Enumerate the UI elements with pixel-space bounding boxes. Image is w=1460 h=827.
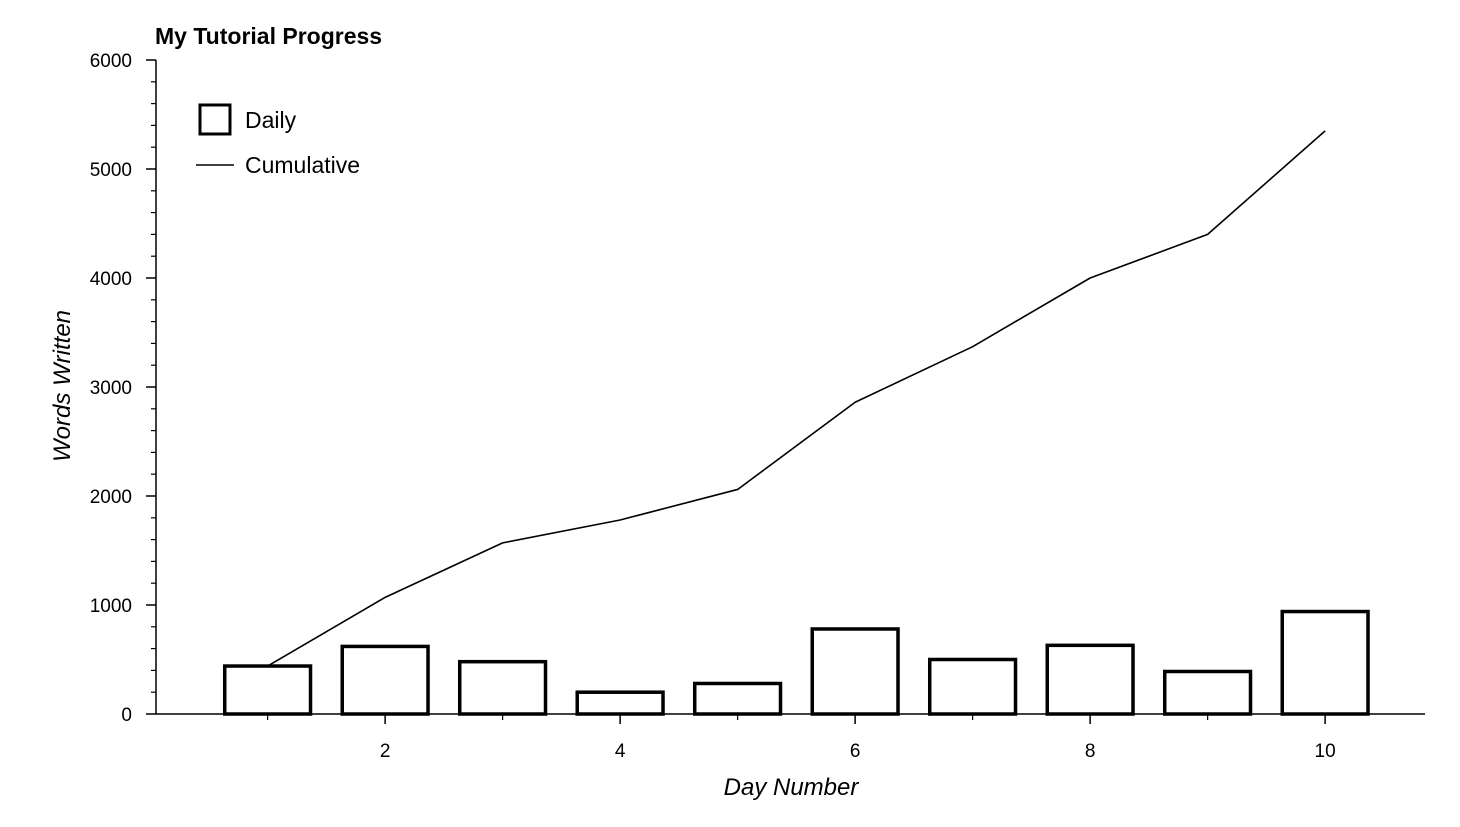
daily-bar xyxy=(1280,609,1370,716)
daily-bar xyxy=(692,681,783,716)
legend-cumulative-label: Cumulative xyxy=(245,152,360,178)
y-tick-label: 0 xyxy=(121,705,132,726)
y-axis-label: Words Written xyxy=(49,310,76,462)
legend-daily-label: Daily xyxy=(245,107,297,133)
chart-title: My Tutorial Progress xyxy=(155,23,382,49)
x-tick-label: 4 xyxy=(615,741,626,762)
x-tick-label: 2 xyxy=(380,741,391,762)
cumulative-line-group xyxy=(267,130,1326,667)
cumulative-line xyxy=(267,130,1326,667)
y-tick-label: 5000 xyxy=(90,160,132,181)
legend-daily-swatch xyxy=(198,103,232,136)
y-tick-label: 4000 xyxy=(90,269,132,290)
daily-bar xyxy=(1162,669,1253,716)
x-tick-label: 8 xyxy=(1085,741,1096,762)
legend: Daily Cumulative xyxy=(196,103,360,178)
y-tick-label: 2000 xyxy=(90,487,132,508)
x-tick-label: 10 xyxy=(1315,741,1336,762)
x-axis-label: Day Number xyxy=(724,774,860,801)
y-tick-label: 1000 xyxy=(90,596,132,617)
y-tick-label: 6000 xyxy=(90,51,132,72)
daily-bars xyxy=(222,609,1370,716)
daily-bar xyxy=(1045,643,1135,716)
daily-bar xyxy=(457,659,548,716)
y-tick-label: 3000 xyxy=(90,378,132,399)
daily-bar xyxy=(222,664,313,716)
daily-bar xyxy=(340,644,430,716)
daily-bar xyxy=(575,690,665,716)
daily-bar xyxy=(927,657,1018,716)
x-tick-label: 6 xyxy=(850,741,861,762)
daily-bar xyxy=(810,627,900,716)
